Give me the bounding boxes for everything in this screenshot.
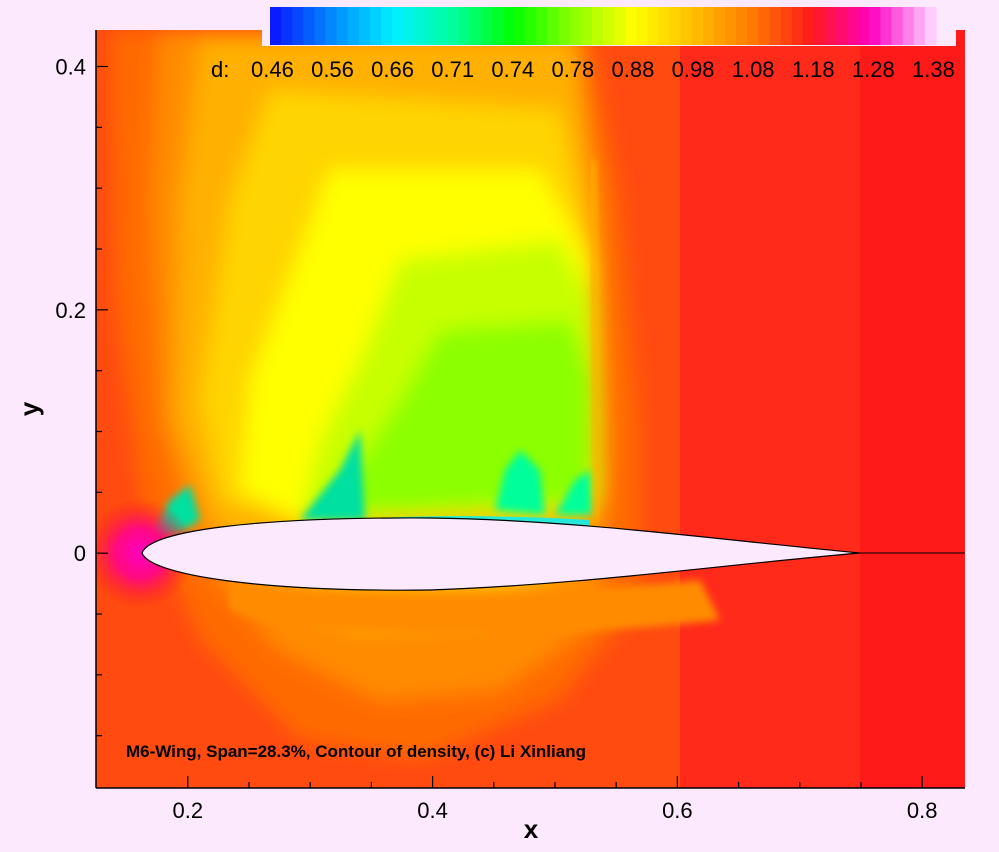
colorbar-swatch	[647, 7, 660, 45]
density-contour-field	[96, 30, 965, 788]
colorbar-swatch	[558, 7, 571, 45]
colorbar-swatch	[736, 7, 748, 45]
colorbar-swatch	[514, 7, 526, 45]
colorbar-level-label: 0.88	[612, 57, 655, 82]
colorbar-swatch	[702, 7, 715, 45]
x-axis-ticks: 0.2 0.4 0.6 0.8	[172, 776, 937, 823]
y-tick-label: 0.2	[55, 298, 86, 323]
colorbar-swatch	[303, 7, 315, 45]
colorbar-swatch	[780, 7, 793, 45]
colorbar-swatch	[369, 7, 382, 45]
colorbar-level-label: 0.56	[311, 57, 354, 82]
colorbar-swatch	[480, 7, 493, 45]
colorbar-level-label: 0.78	[551, 57, 594, 82]
x-axis-title: x	[524, 814, 539, 844]
y-tick-label: 0	[74, 541, 86, 566]
colorbar	[262, 5, 956, 46]
chart-caption: M6-Wing, Span=28.3%, Contour of density,…	[126, 742, 586, 761]
colorbar-swatch	[347, 7, 360, 45]
colorbar-swatch	[403, 7, 415, 45]
colorbar-swatch	[813, 7, 826, 45]
colorbar-swatch	[292, 7, 304, 45]
colorbar-level-label: 0.98	[672, 57, 715, 82]
colorbar-swatch	[625, 7, 637, 45]
colorbar-swatch	[869, 7, 882, 45]
field-far-right-region	[860, 30, 965, 788]
colorbar-swatch	[769, 7, 782, 45]
colorbar-swatch	[714, 7, 726, 45]
colorbar-swatch	[270, 7, 282, 45]
colorbar-swatch	[658, 7, 671, 45]
colorbar-swatch	[381, 7, 393, 45]
x-tick-label: 0.2	[172, 798, 203, 823]
colorbar-swatch	[492, 7, 504, 45]
colorbar-level-labels: 0.46 0.56 0.66 0.71 0.74 0.78 0.88 0.98 1.08 1.18…	[251, 57, 955, 82]
colorbar-level-label: 1.18	[792, 57, 835, 82]
colorbar-swatch	[758, 7, 771, 45]
colorbar-swatch	[447, 7, 460, 45]
colorbar-swatch	[603, 7, 615, 45]
colorbar-level-label: 0.66	[371, 57, 414, 82]
colorbar-swatch	[325, 7, 338, 45]
field-expansion-fan-1	[300, 430, 365, 520]
colorbar-level-label: 0.46	[251, 57, 294, 82]
colorbar-swatch	[891, 7, 904, 45]
field-shock-wave	[589, 159, 601, 521]
colorbar-swatch	[669, 7, 682, 45]
colorbar-swatch	[503, 7, 515, 45]
colorbar-variable-label: d:	[211, 57, 229, 82]
colorbar-swatch	[636, 7, 648, 45]
colorbar-swatch	[691, 7, 704, 45]
colorbar-swatch	[847, 7, 859, 45]
colorbar-swatch	[725, 7, 737, 45]
colorbar-swatch	[358, 7, 371, 45]
colorbar-swatch	[458, 7, 471, 45]
field-expansion-fan-2	[495, 450, 545, 515]
field-lower-surface-wake	[230, 580, 720, 634]
colorbar-level-label: 0.71	[431, 57, 474, 82]
colorbar-swatch	[614, 7, 626, 45]
y-axis-title: y	[14, 401, 44, 416]
colorbar-level-label: 1.38	[912, 57, 955, 82]
colorbar-swatch	[924, 7, 937, 45]
colorbar-swatch	[580, 7, 593, 45]
colorbar-swatch	[747, 7, 759, 45]
colorbar-swatch	[536, 7, 549, 45]
colorbar-swatch	[858, 7, 870, 45]
y-axis-ticks: 0 0.2 0.4	[55, 55, 108, 737]
colorbar-swatch	[469, 7, 482, 45]
x-tick-label: 0.8	[907, 798, 938, 823]
y-tick-label: 0.4	[55, 55, 86, 80]
colorbar-swatch	[680, 7, 693, 45]
plot-frame	[95, 30, 965, 789]
colorbar-swatch	[436, 7, 449, 45]
colorbar-swatch	[791, 7, 804, 45]
colorbar-swatch	[336, 7, 349, 45]
colorbar-level-label: 1.28	[852, 57, 895, 82]
x-tick-label: 0.6	[662, 798, 693, 823]
colorbar-swatch	[825, 7, 837, 45]
colorbar-swatch	[902, 7, 915, 45]
colorbar-swatch	[525, 7, 537, 45]
colorbar-swatch	[392, 7, 404, 45]
colorbar-swatch	[569, 7, 582, 45]
colorbar-swatch	[547, 7, 560, 45]
colorbar-swatch	[802, 7, 815, 45]
colorbar-swatch	[836, 7, 848, 45]
colorbar-swatch	[591, 7, 604, 45]
colorbar-swatch	[281, 7, 293, 45]
colorbar-level-label: 0.74	[491, 57, 534, 82]
colorbar-swatch	[414, 7, 426, 45]
colorbar-level-label: 1.08	[732, 57, 775, 82]
colorbar-swatch	[880, 7, 893, 45]
colorbar-swatch	[314, 7, 327, 45]
field-expansion-fan-3	[555, 470, 592, 515]
colorbar-swatch	[913, 7, 926, 45]
colorbar-swatch	[425, 7, 438, 45]
x-tick-label: 0.4	[417, 798, 448, 823]
